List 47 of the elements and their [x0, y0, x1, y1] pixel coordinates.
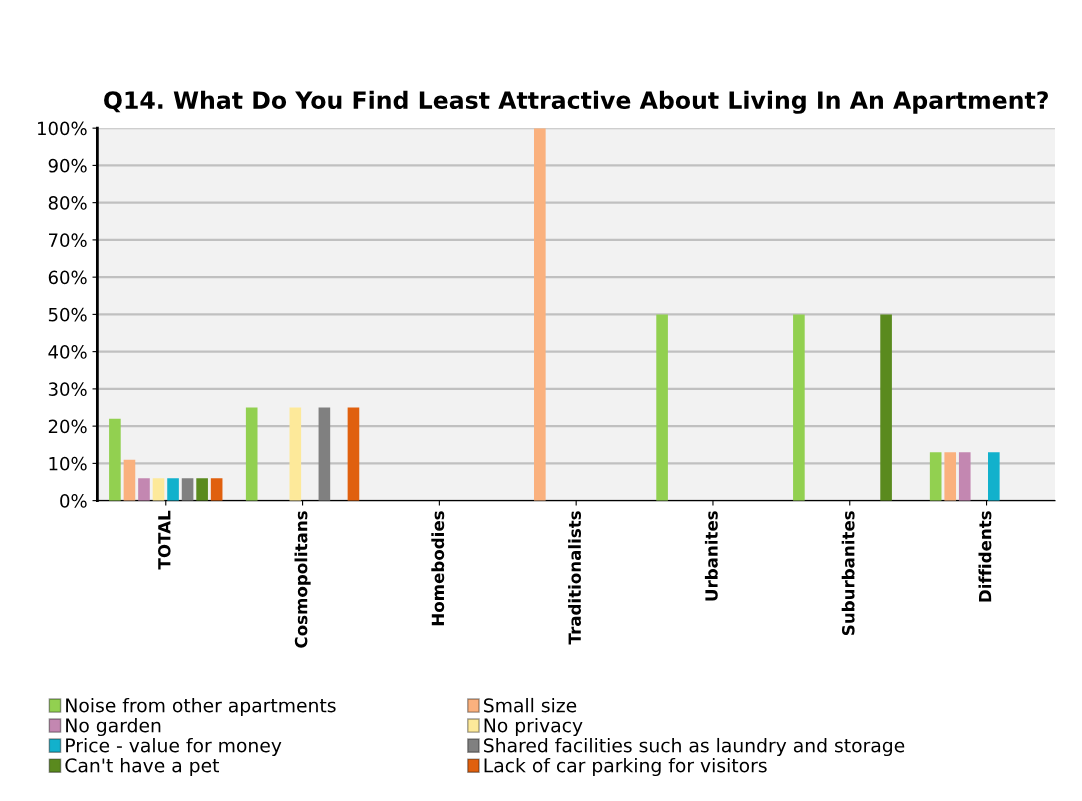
bar: [793, 314, 805, 501]
bar: [880, 314, 892, 501]
x-tick-label: Cosmopolitans: [294, 511, 311, 648]
y-tick-label: 80%: [48, 196, 87, 210]
legend-label: No garden: [66, 717, 161, 737]
bar: [109, 418, 121, 501]
legend-label: No privacy: [484, 717, 583, 737]
bar: [210, 478, 223, 501]
legend-label: Shared facilities such as laundry and storage: [484, 737, 905, 757]
legend-label: Lack of car parking for visitors: [484, 757, 767, 777]
y-tick-label: 60%: [48, 270, 87, 285]
bar: [656, 314, 668, 501]
bar: [167, 478, 179, 501]
y-tick-label: 10%: [49, 456, 87, 471]
bar: [138, 478, 150, 501]
y-tick-label: 20%: [48, 419, 87, 434]
bar: [318, 407, 331, 501]
legend-label: Small size: [484, 697, 577, 713]
y-tick-label: 50%: [48, 307, 87, 322]
y-tick-label: 40%: [48, 345, 87, 359]
y-tick-label: 100%: [38, 121, 87, 136]
y-tick-label: 30%: [48, 382, 87, 396]
chart-title: Q14. What Do You Find Least Attractive About Living In An Apartment?: [104, 90, 1048, 114]
x-tick-label: TOTAL: [158, 510, 171, 570]
bar: [944, 452, 957, 501]
bar: [929, 452, 942, 501]
bar: [123, 459, 136, 501]
legend-label: Price - value for money: [66, 737, 282, 757]
y-tick-label: 0%: [60, 494, 87, 508]
bar: [347, 407, 360, 501]
y-tick-label: 70%: [49, 233, 87, 248]
legend-label: Can't have a pet: [65, 757, 220, 777]
bar: [152, 478, 165, 501]
bar: [181, 478, 194, 501]
bar: [958, 452, 971, 501]
bar: [289, 407, 302, 501]
x-tick-label: Suburbanites: [841, 511, 855, 635]
bar: [245, 407, 258, 501]
x-tick-label: Traditionalists: [568, 511, 581, 645]
x-tick-label: Urbanites: [704, 511, 718, 601]
legend-label: Noise from other apartments: [66, 697, 336, 717]
bar: [534, 128, 546, 501]
y-tick-label: 90%: [48, 158, 87, 173]
bar: [988, 452, 1000, 501]
x-tick-label: Homebodies: [431, 511, 445, 626]
bar: [196, 478, 208, 501]
x-tick-label: Diffidents: [978, 511, 992, 602]
